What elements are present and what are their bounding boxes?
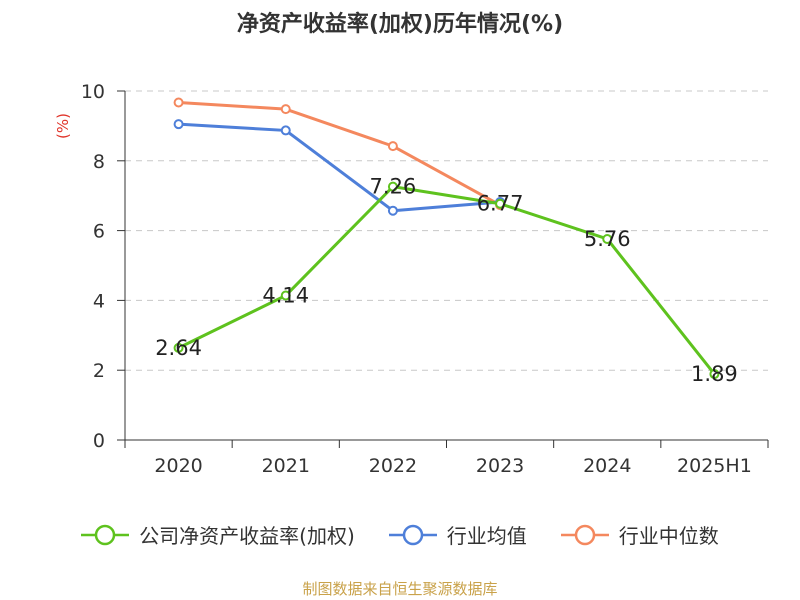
legend-swatch-marker [574,524,596,545]
legend-item[interactable]: 行业均值 [388,520,527,549]
series-line [177,185,716,375]
x-tick-label: 2023 [476,455,524,477]
series [173,97,720,380]
x-tick-label: 2020 [154,455,202,477]
data-point [602,233,613,244]
data-point [173,97,184,108]
legend-swatch-icon [81,524,130,545]
data-labels: 2.64 4.14 7.26 6.77 5.76 1.89 [155,175,738,386]
data-label: 7.26 [370,175,417,199]
x-tick-label: 2024 [583,455,631,477]
legend-item[interactable]: 行业中位数 [560,520,719,549]
series-line [178,122,501,213]
legend-swatch-icon [388,524,437,545]
data-point [280,104,291,115]
grid-lines [125,90,768,371]
legend: 公司净资产收益率(加权) 行业均值 行业中位数 [0,520,800,549]
legend-item[interactable]: 公司净资产收益率(加权) [81,520,355,549]
series-2 [173,97,506,211]
data-point [173,342,184,353]
series-1 [173,119,506,216]
y-tick-label: 2 [93,360,105,382]
data-point [495,198,506,209]
data-point [709,369,720,380]
legend-swatch-marker [402,524,424,545]
series-line [178,101,501,207]
chart-title: 净资产收益率(加权)历年情况(%) [236,12,564,37]
data-label: 6.77 [477,192,524,216]
data-label: 5.76 [584,227,631,251]
data-label: 4.14 [262,284,309,308]
y-axis-label: (%) [54,113,72,139]
legend-swatch-icon [560,524,609,545]
x-tick-label: 2025H1 [677,455,752,477]
y-tick-label: 4 [93,290,105,312]
legend-label: 行业均值 [446,524,527,548]
legend-swatch-marker [94,524,116,545]
series-0 [173,181,720,380]
legend-label: 公司净资产收益率(加权) [139,524,355,548]
axes: 0 2 4 6 8 10 2020 2021 2022 2023 2024 2025H1 [81,81,769,477]
y-tick-label: 10 [81,81,105,103]
y-tick-label: 0 [93,430,105,452]
data-point [173,119,184,130]
source-note: 制图数据来自恒生聚源数据库 [302,580,498,598]
y-tick-label: 8 [93,151,105,173]
data-label: 1.89 [691,362,738,386]
data-point [280,125,291,136]
data-point [387,141,398,152]
data-point [280,290,291,301]
data-point [387,181,398,192]
data-point [387,205,398,216]
x-tick-label: 2021 [262,455,310,477]
legend-label: 行业中位数 [618,524,719,548]
data-label: 2.64 [155,336,202,360]
y-tick-label: 6 [93,221,105,243]
x-tick-label: 2022 [369,455,417,477]
